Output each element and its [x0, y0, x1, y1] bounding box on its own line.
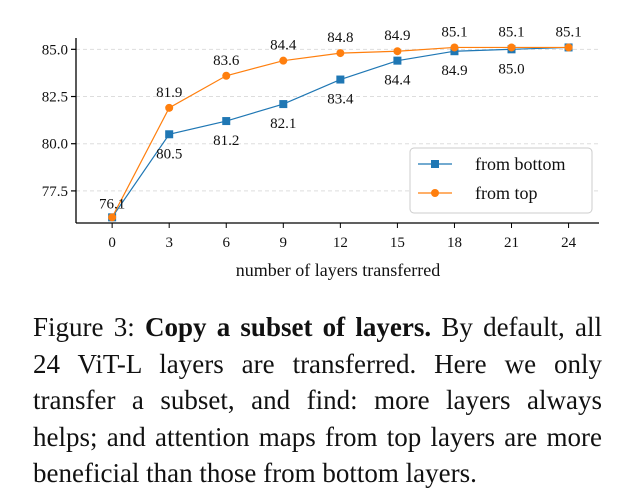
marker-circle — [393, 47, 402, 56]
x-axis-label: number of layers transferred — [236, 260, 440, 280]
data-label-bottom: 80.5 — [156, 146, 182, 162]
series-layer — [108, 43, 573, 222]
data-label-top: 84.9 — [384, 28, 410, 44]
x-tick-label: 21 — [504, 235, 519, 251]
legend: from bottom from top — [409, 147, 593, 214]
data-label-top: 84.8 — [327, 30, 353, 46]
x-tick-label: 12 — [333, 235, 348, 251]
x-tick-label: 6 — [222, 235, 230, 251]
marker-circle — [507, 43, 516, 52]
x-tick-label: 24 — [561, 235, 577, 251]
legend-label: from top — [475, 183, 538, 203]
caption-text: By default, all 24 ViT-L layers are tran… — [33, 312, 602, 488]
data-label: 76.1 — [99, 196, 125, 212]
legend-marker-square — [431, 160, 439, 168]
data-label-top: 84.4 — [270, 38, 297, 54]
data-label-bottom: 81.2 — [213, 133, 239, 149]
figure-caption: Figure 3: Copy a subset of layers. By de… — [33, 309, 602, 492]
data-label-top: 81.9 — [156, 85, 182, 101]
y-tick-label: 85.0 — [42, 42, 68, 58]
axes: 77.5 80.0 82.5 85.0 0 3 6 9 12 15 18 21 24 — [42, 38, 599, 251]
x-tick-label: 0 — [108, 235, 116, 251]
marker-circle — [279, 56, 288, 65]
data-labels: 76.1 81.9 80.5 83.6 81.2 84.4 82.1 84.8 83.4 84.9… — [99, 24, 582, 212]
marker-square — [393, 56, 402, 65]
data-label-bottom: 84.9 — [441, 63, 467, 79]
data-label-top: 85.1 — [555, 24, 581, 40]
marker-square — [222, 117, 231, 126]
marker-circle — [564, 43, 573, 52]
legend-box — [409, 147, 593, 214]
marker-circle — [222, 71, 231, 80]
data-label-top: 83.6 — [213, 53, 240, 69]
caption-prefix: Figure 3: — [33, 312, 145, 342]
marker-square — [336, 75, 345, 84]
y-tick-label: 80.0 — [42, 137, 68, 153]
legend-marker-circle — [431, 189, 439, 197]
marker-square — [165, 130, 174, 139]
marker-circle — [450, 43, 459, 52]
x-tick-label: 18 — [447, 235, 462, 251]
y-tick-label: 77.5 — [42, 184, 68, 200]
marker-circle — [165, 103, 174, 112]
x-tick-label: 3 — [165, 235, 173, 251]
data-label-bottom: 84.4 — [384, 73, 411, 89]
x-tick-label: 15 — [390, 235, 405, 251]
data-label-bottom: 83.4 — [327, 92, 354, 108]
data-label-bottom: 82.1 — [270, 116, 296, 132]
legend-label: from bottom — [475, 154, 566, 174]
marker-square — [279, 100, 288, 109]
line-chart: 77.5 80.0 82.5 85.0 0 3 6 9 12 15 18 21 24 76.1 81.9 8… — [42, 24, 599, 280]
data-label-top: 85.1 — [441, 24, 467, 40]
caption-bold: Copy a subset of layers. — [144, 312, 432, 342]
marker-circle — [108, 213, 117, 222]
y-tick-label: 82.5 — [42, 90, 68, 106]
marker-circle — [336, 49, 345, 58]
data-label-bottom: 85.0 — [498, 61, 524, 77]
x-tick-label: 9 — [280, 235, 288, 251]
data-label-top: 85.1 — [498, 24, 524, 40]
